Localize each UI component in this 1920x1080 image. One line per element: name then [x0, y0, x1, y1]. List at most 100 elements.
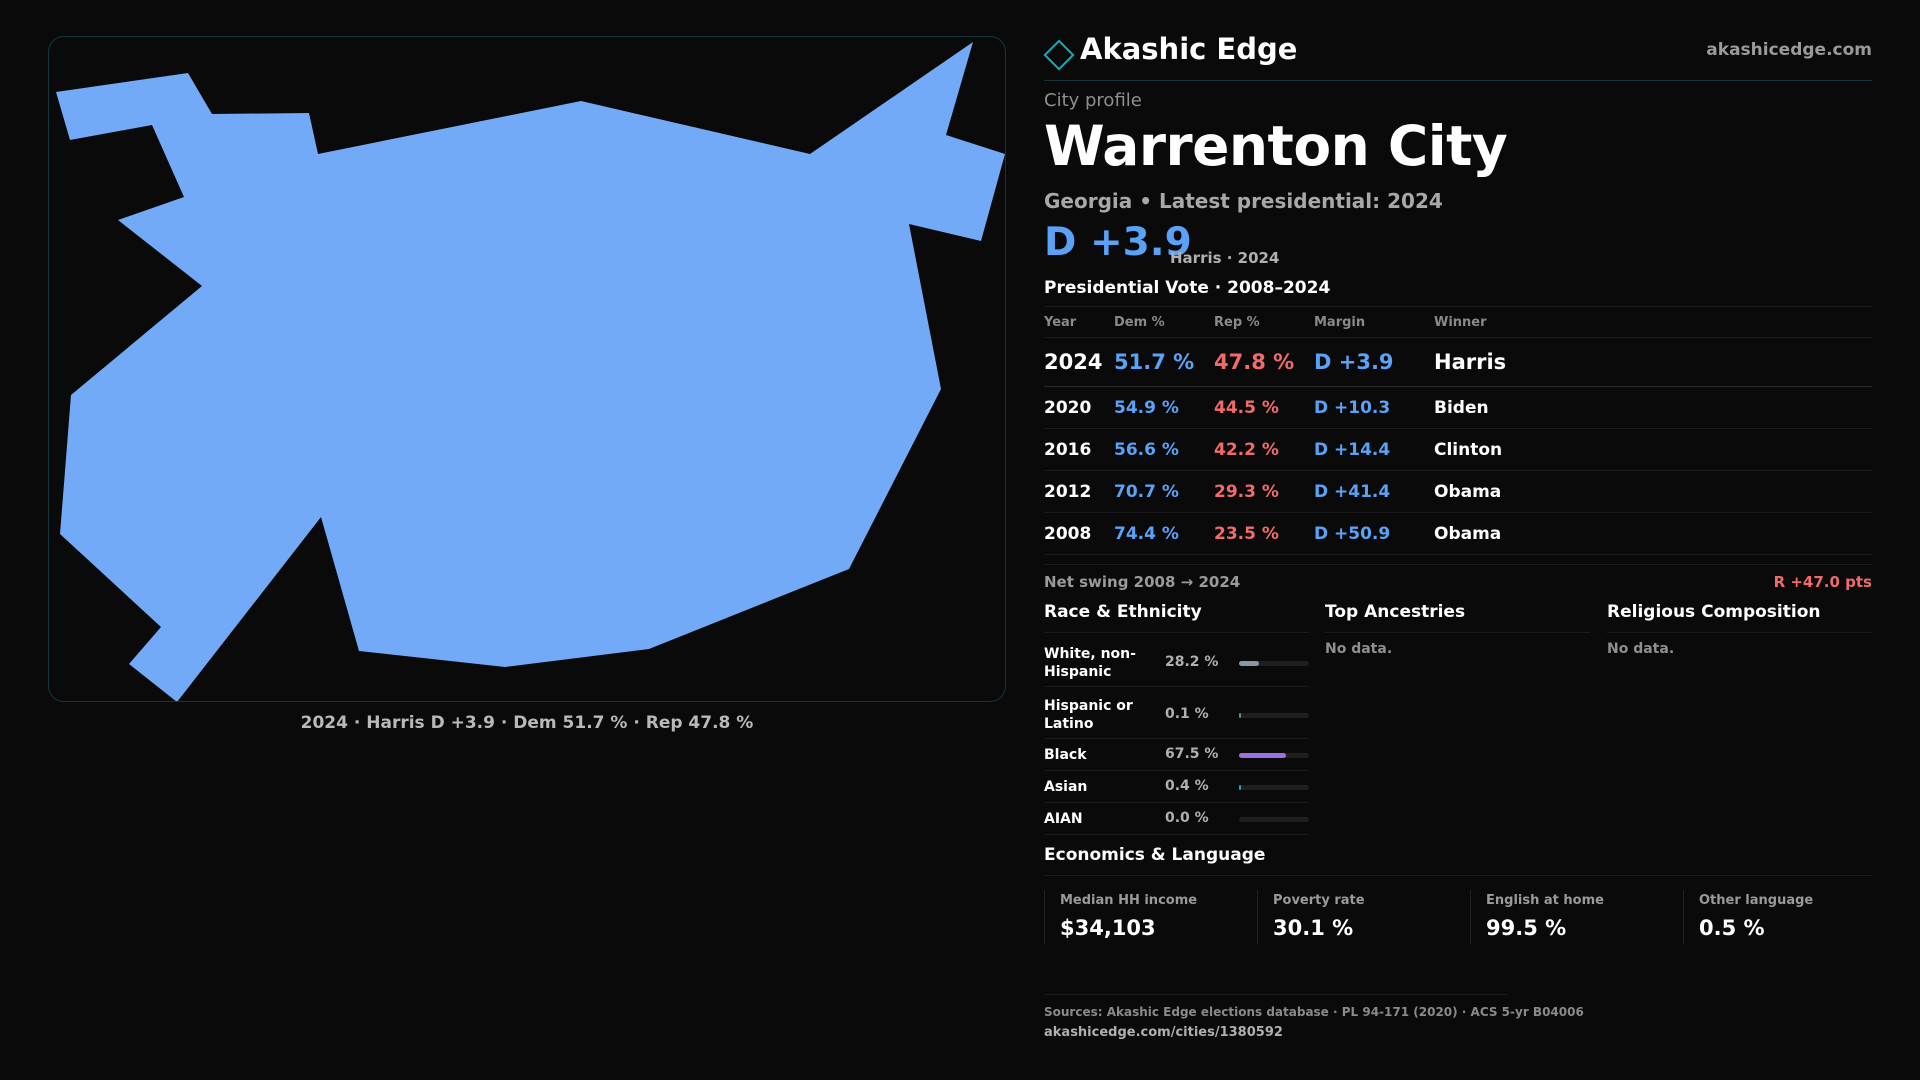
cell-dem: 70.7 % [1114, 470, 1214, 513]
religion-section-title: Religious Composition [1607, 602, 1872, 633]
table-row: 2012 70.7 % 29.3 % D +41.4 Obama [1044, 470, 1872, 513]
cell-rep: 42.2 % [1214, 428, 1314, 471]
race-row: Black 67.5 % [1044, 738, 1309, 771]
economics-section-title: Economics & Language [1044, 845, 1266, 865]
stat-value: $34,103 [1060, 916, 1156, 940]
cell-dem: 56.6 % [1114, 428, 1214, 471]
cell-dem: 74.4 % [1114, 512, 1214, 555]
cell-year: 2020 [1044, 386, 1114, 429]
ancestries-section: Top Ancestries No data. [1325, 602, 1590, 657]
race-bar-track [1239, 753, 1309, 758]
religion-empty: No data. [1607, 641, 1675, 657]
net-swing-value: R +47.0 pts [1773, 573, 1872, 591]
race-bar-track [1239, 713, 1309, 718]
cell-rep: 23.5 % [1214, 512, 1314, 555]
vote-table-header: Year Dem % Rep % Margin Winner [1044, 306, 1872, 338]
headline-margin: D +3.9 [1044, 220, 1192, 265]
race-row: White, non-Hispanic 28.2 % [1044, 634, 1309, 687]
race-pct: 0.1 % [1165, 706, 1209, 722]
race-section: Race & Ethnicity [1044, 602, 1309, 633]
net-swing-row: Net swing 2008 → 2024 R +47.0 pts [1044, 564, 1872, 599]
table-row: 2016 56.6 % 42.2 % D +14.4 Clinton [1044, 428, 1872, 471]
page-subtitle: Georgia • Latest presidential: 2024 [1044, 189, 1443, 213]
column-header: Year [1044, 306, 1114, 338]
brand-header: Akashic Edge akashicedge.com [1043, 32, 1872, 81]
cell-year: 2008 [1044, 512, 1114, 555]
race-label: Black [1044, 747, 1087, 763]
race-bar-fill [1239, 753, 1287, 758]
stat-value: 30.1 % [1273, 916, 1354, 940]
cell-winner: Obama [1434, 512, 1872, 555]
race-label: AIAN [1044, 811, 1083, 827]
column-header: Rep % [1214, 306, 1314, 338]
vote-section-title: Presidential Vote · 2008–2024 [1044, 278, 1331, 298]
cell-rep: 44.5 % [1214, 386, 1314, 429]
race-pct: 0.0 % [1165, 810, 1209, 826]
stat-label: Poverty rate [1273, 893, 1365, 908]
cell-dem: 54.9 % [1114, 386, 1214, 429]
race-pct: 67.5 % [1165, 746, 1219, 762]
cell-winner: Harris [1434, 337, 1872, 387]
stat-poverty-rate: Poverty rate 30.1 % [1257, 890, 1463, 944]
city-boundary-map [56, 42, 1005, 701]
race-row: Hispanic or Latino 0.1 % [1044, 686, 1309, 739]
map-caption: 2024 · Harris D +3.9 · Dem 51.7 % · Rep … [300, 713, 754, 733]
column-header: Dem % [1114, 306, 1214, 338]
divider [1044, 994, 1508, 995]
ancestries-section-title: Top Ancestries [1325, 602, 1590, 633]
cell-margin: D +3.9 [1314, 337, 1434, 387]
column-header: Margin [1314, 306, 1434, 338]
cell-year: 2016 [1044, 428, 1114, 471]
page-title: Warrenton City [1044, 114, 1508, 178]
stat-value: 0.5 % [1699, 916, 1765, 940]
headline-note: Harris · 2024 [1170, 249, 1280, 267]
brand-url[interactable]: akashicedge.com [1706, 40, 1872, 60]
race-bar-track [1239, 785, 1309, 790]
race-label: White, non-Hispanic [1044, 646, 1136, 680]
cell-year: 2012 [1044, 470, 1114, 513]
race-pct: 28.2 % [1165, 654, 1219, 670]
stat-median-income: Median HH income $34,103 [1044, 890, 1250, 944]
table-row: 2008 74.4 % 23.5 % D +50.9 Obama [1044, 512, 1872, 555]
column-header: Winner [1434, 306, 1872, 338]
ancestries-empty: No data. [1325, 641, 1393, 657]
race-bar-track [1239, 817, 1309, 822]
table-row: 2020 54.9 % 44.5 % D +10.3 Biden [1044, 386, 1872, 429]
race-row: Asian 0.4 % [1044, 770, 1309, 803]
race-bar-fill [1239, 713, 1241, 718]
cell-winner: Clinton [1434, 428, 1872, 471]
table-row: 2024 51.7 % 47.8 % D +3.9 Harris [1044, 337, 1872, 387]
map-panel [48, 36, 1006, 702]
cell-margin: D +41.4 [1314, 470, 1434, 513]
page-kicker: City profile [1044, 90, 1142, 111]
cell-winner: Obama [1434, 470, 1872, 513]
cell-winner: Biden [1434, 386, 1872, 429]
cell-rep: 29.3 % [1214, 470, 1314, 513]
net-swing-label: Net swing 2008 → 2024 [1044, 573, 1241, 591]
stat-value: 99.5 % [1486, 916, 1567, 940]
diamond-icon [1043, 39, 1075, 71]
race-bar-fill [1239, 661, 1259, 666]
sources-note: Sources: Akashic Edge elections database… [1044, 1005, 1584, 1019]
race-label: Hispanic or Latino [1044, 698, 1133, 732]
race-bar-fill [1239, 785, 1241, 790]
cell-year: 2024 [1044, 337, 1114, 387]
brand-name: Akashic Edge [1080, 32, 1298, 66]
divider [1044, 875, 1872, 876]
stat-english-at-home: English at home 99.5 % [1470, 890, 1676, 944]
race-label: Asian [1044, 779, 1088, 795]
page-url-link[interactable]: akashicedge.com/cities/1380592 [1044, 1025, 1283, 1040]
stat-label: Median HH income [1060, 893, 1198, 908]
cell-margin: D +50.9 [1314, 512, 1434, 555]
stat-label: Other language [1699, 893, 1814, 908]
vote-table: Year Dem % Rep % Margin Winner 2024 51.7… [1044, 306, 1872, 555]
religion-section: Religious Composition No data. [1607, 602, 1872, 657]
stat-label: English at home [1486, 893, 1604, 908]
cell-margin: D +14.4 [1314, 428, 1434, 471]
city-boundary-shape [56, 42, 1005, 701]
race-section-title: Race & Ethnicity [1044, 602, 1309, 633]
cell-dem: 51.7 % [1114, 337, 1214, 387]
cell-margin: D +10.3 [1314, 386, 1434, 429]
race-row: AIAN 0.0 % [1044, 802, 1309, 835]
stat-other-language: Other language 0.5 % [1683, 890, 1872, 944]
